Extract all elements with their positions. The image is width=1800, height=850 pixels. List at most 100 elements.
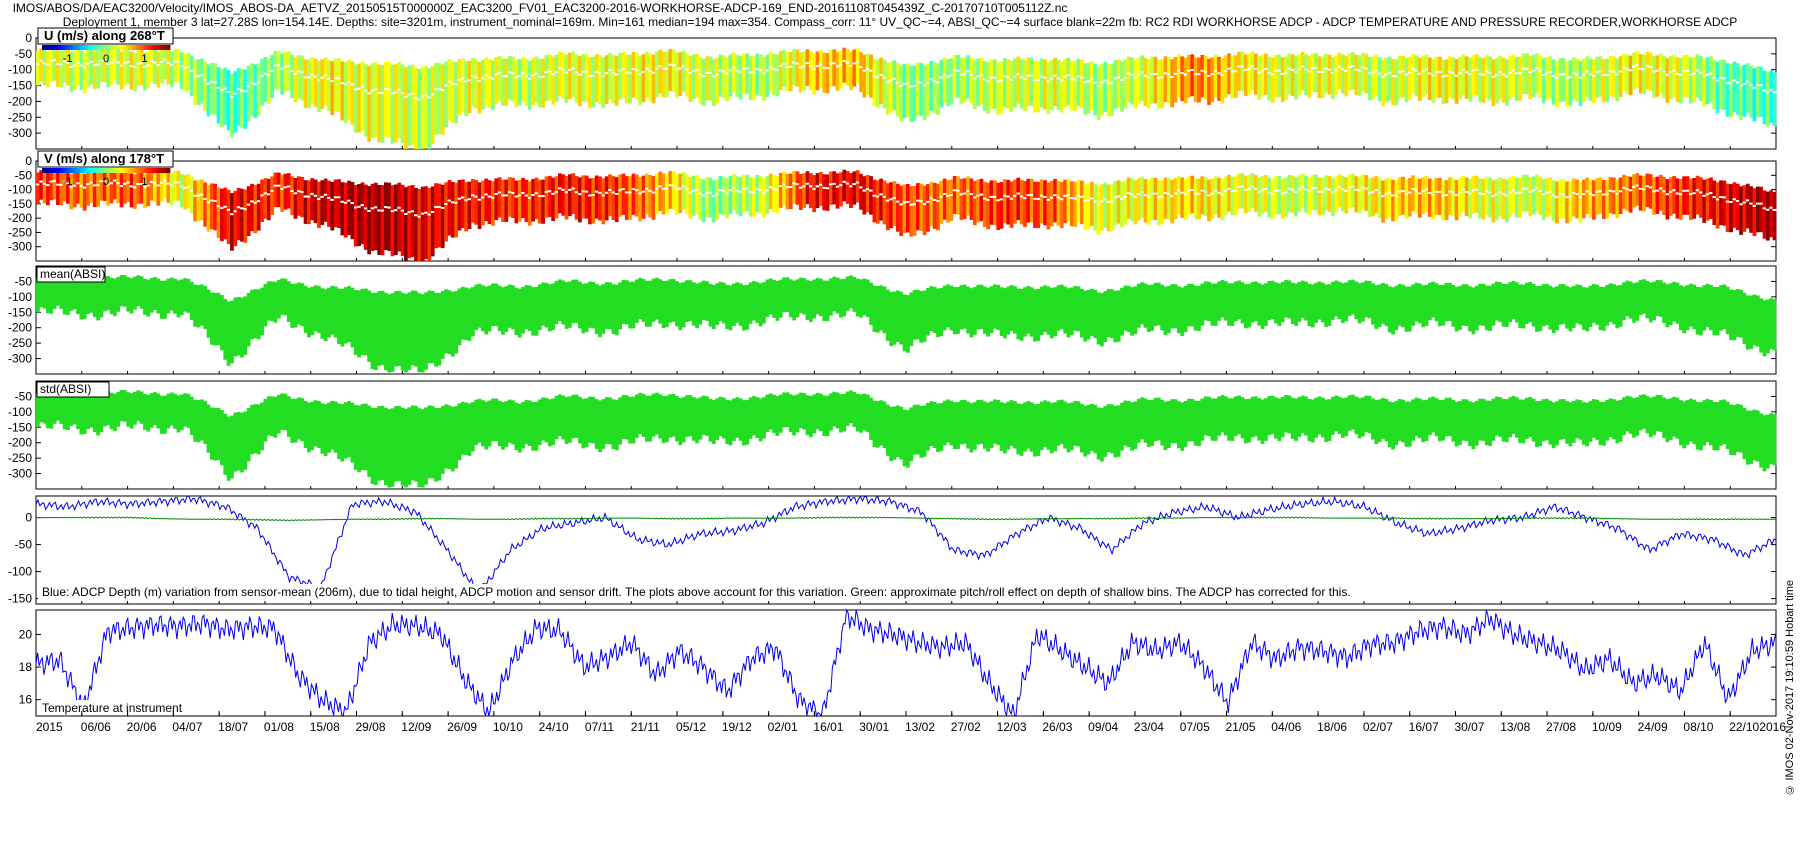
data-bin	[1759, 186, 1764, 233]
absi-bin	[173, 278, 177, 314]
data-bin	[872, 58, 877, 107]
gap-bin	[1525, 187, 1529, 190]
gap-bin	[1481, 193, 1486, 196]
data-bin	[1622, 174, 1626, 209]
data-bin	[1180, 56, 1185, 102]
gap-bin	[146, 184, 151, 187]
data-bin	[216, 187, 221, 239]
gap-bin	[1692, 192, 1697, 195]
data-bin	[1571, 178, 1576, 217]
absi-bin	[116, 277, 121, 312]
data-bin	[611, 176, 616, 220]
gap-bin	[357, 87, 361, 90]
data-bin	[671, 49, 676, 92]
gap-bin	[718, 189, 723, 192]
gap-bin	[1397, 190, 1402, 193]
data-bin	[1173, 56, 1178, 103]
gap-bin	[1046, 198, 1051, 201]
absi-bin	[220, 410, 224, 466]
gap-bin	[1655, 189, 1660, 192]
gap-bin	[1511, 69, 1516, 72]
absi-bin	[56, 389, 60, 421]
gap-bin	[300, 191, 305, 194]
gap-bin	[1059, 79, 1064, 82]
absi-bin	[206, 289, 211, 338]
gap-bin	[932, 198, 937, 201]
gap-bin	[250, 200, 254, 203]
gap-bin	[588, 75, 592, 78]
absi-bin	[1645, 396, 1650, 434]
y-tick-label: -300	[8, 240, 32, 254]
data-bin	[1374, 176, 1379, 214]
gap-bin	[708, 191, 713, 194]
data-bin	[1150, 56, 1155, 104]
absi-bin	[1689, 283, 1693, 327]
gap-bin	[82, 186, 87, 189]
absi-bin	[675, 396, 679, 442]
gap-bin	[808, 65, 813, 68]
gap-bin	[1187, 189, 1191, 192]
absi-bin	[1314, 397, 1318, 438]
absi-bin	[1387, 401, 1392, 448]
absi-bin	[708, 398, 713, 442]
absi-bin	[1250, 281, 1255, 323]
absi-bin	[1013, 286, 1017, 334]
absi-bin	[1049, 402, 1054, 454]
data-bin	[1404, 57, 1409, 103]
absi-bin	[1725, 286, 1730, 335]
data-bin	[417, 69, 422, 149]
gap-bin	[772, 68, 776, 71]
y-tick-label: 16	[19, 693, 33, 707]
data-bin	[1581, 179, 1586, 219]
gap-bin	[1732, 79, 1737, 82]
data-bin	[196, 59, 201, 105]
gap-bin	[568, 68, 572, 71]
absi-bin	[1063, 286, 1068, 334]
absi-bin	[407, 407, 412, 485]
absi-bin	[1200, 398, 1205, 441]
colorbar-cell	[122, 168, 125, 173]
absi-bin	[1585, 287, 1590, 332]
absi-bin	[571, 394, 576, 439]
data-bin	[404, 187, 408, 261]
absi-bin	[240, 297, 244, 358]
gap-bin	[1448, 190, 1452, 193]
absi-bin	[715, 283, 720, 325]
gap-bin	[407, 211, 412, 214]
gap-bin	[1180, 191, 1185, 194]
gap-bin	[1361, 186, 1365, 189]
colorbar-cell	[50, 168, 53, 173]
gap-bin	[504, 194, 509, 197]
absi-bin	[1347, 395, 1352, 431]
data-bin	[805, 171, 810, 205]
data-bin	[902, 184, 907, 234]
gap-bin	[1645, 185, 1650, 188]
absi-bin	[1100, 408, 1104, 462]
absi-bin	[1695, 401, 1700, 450]
data-bin	[89, 169, 94, 203]
data-bin	[688, 55, 693, 102]
gap-bin	[1655, 69, 1660, 72]
data-bin	[1769, 190, 1774, 238]
absi-bin	[1555, 401, 1559, 446]
gap-bin	[1066, 193, 1071, 196]
absi-bin	[514, 402, 519, 451]
gap-bin	[417, 215, 422, 218]
absi-bin	[1615, 285, 1620, 329]
gap-bin	[1177, 189, 1181, 192]
data-bin	[1304, 175, 1308, 213]
absi-bin	[1602, 286, 1606, 331]
absi-bin	[805, 395, 810, 435]
gap-bin	[1300, 185, 1305, 188]
absi-bin	[1545, 398, 1549, 441]
data-bin	[1033, 181, 1037, 228]
absi-bin	[1521, 399, 1526, 444]
data-bin	[1254, 53, 1258, 95]
gap-bin	[1709, 192, 1713, 195]
colorbar-cell	[114, 45, 117, 50]
data-bin	[808, 51, 813, 91]
gap-bin	[1381, 76, 1385, 79]
colorbar-cell	[132, 45, 135, 50]
gap-bin	[36, 62, 40, 65]
absi-bin	[424, 407, 428, 485]
